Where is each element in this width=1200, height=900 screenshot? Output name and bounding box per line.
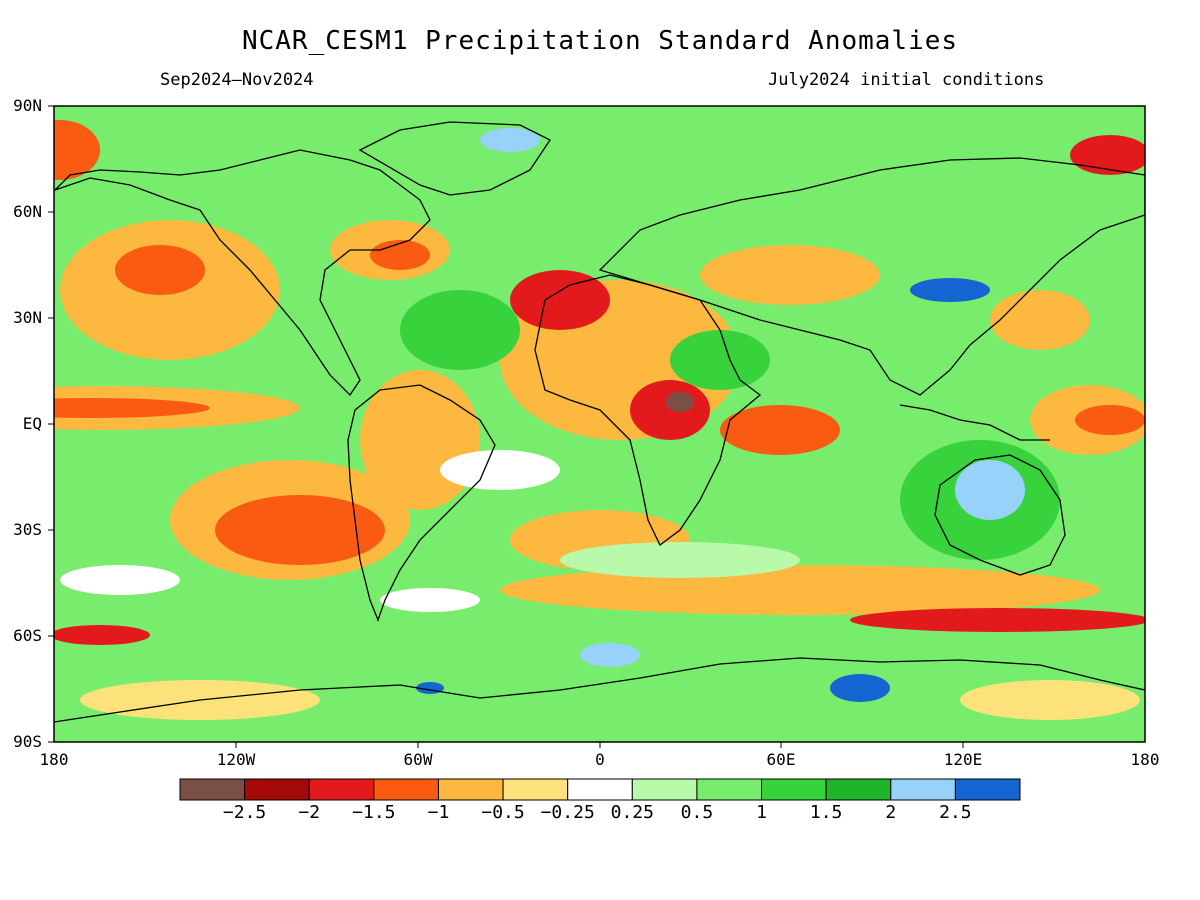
colorbar-label: 2.5 bbox=[939, 802, 972, 823]
lon-label-120w: 120W bbox=[216, 750, 256, 769]
lon-label-60e: 60E bbox=[766, 750, 796, 769]
colorbar-swatch bbox=[696, 778, 763, 801]
colorbar-label: 0.5 bbox=[680, 802, 714, 823]
lat-label-60s: 60S bbox=[13, 626, 42, 645]
colorbar-swatch bbox=[437, 778, 504, 801]
colorbar bbox=[179, 778, 1021, 801]
lon-label-180w: 180 bbox=[39, 750, 69, 769]
lat-label-eq: EQ bbox=[22, 414, 42, 433]
lat-label-90n: 90N bbox=[13, 96, 42, 115]
colorbar-swatch bbox=[567, 778, 633, 801]
colorbar-label: −1.5 bbox=[352, 802, 396, 823]
colorbar-swatch bbox=[308, 778, 375, 801]
colorbar-label: −0.5 bbox=[481, 802, 525, 823]
colorbar-swatch bbox=[954, 778, 1021, 801]
colorbar-swatch bbox=[373, 778, 439, 801]
lat-label-60n: 60N bbox=[13, 202, 42, 221]
colorbar-label: −2 bbox=[298, 802, 321, 823]
colorbar-label: −2.5 bbox=[222, 802, 267, 823]
colorbar-swatch bbox=[244, 778, 310, 801]
colorbar-swatch bbox=[502, 778, 569, 801]
axis-ticks bbox=[48, 105, 964, 748]
colorbar-label: 1.5 bbox=[809, 802, 843, 823]
colorbar-swatch bbox=[631, 778, 698, 801]
colorbar-label: −1 bbox=[427, 802, 450, 823]
colorbar-label: 1 bbox=[756, 802, 767, 823]
lon-label-60w: 60W bbox=[403, 750, 433, 769]
colorbar-label: 2 bbox=[885, 802, 897, 823]
colorbar-swatch bbox=[890, 778, 956, 801]
forecast-period: Sep2024–Nov2024 bbox=[160, 70, 314, 90]
coastlines bbox=[54, 121, 1145, 723]
colorbar-label: −0.25 bbox=[540, 802, 595, 823]
lat-label-90s: 90S bbox=[13, 732, 42, 751]
map-title: NCAR_CESM1 Precipitation Standard Anomal… bbox=[241, 26, 959, 56]
colorbar-label: 0.25 bbox=[610, 802, 654, 823]
lat-label-30s: 30S bbox=[13, 520, 42, 539]
lon-label-180e: 180 bbox=[1130, 750, 1160, 769]
anomaly-field bbox=[54, 106, 1145, 742]
initial-conditions: July2024 initial conditions bbox=[768, 70, 1045, 90]
lon-label-120e: 120E bbox=[943, 750, 983, 769]
colorbar-swatch bbox=[761, 778, 827, 801]
colorbar-swatch bbox=[179, 778, 246, 801]
lat-label-30n: 30N bbox=[13, 308, 42, 327]
colorbar-swatch bbox=[825, 778, 892, 801]
lon-label-0: 0 bbox=[595, 750, 605, 769]
